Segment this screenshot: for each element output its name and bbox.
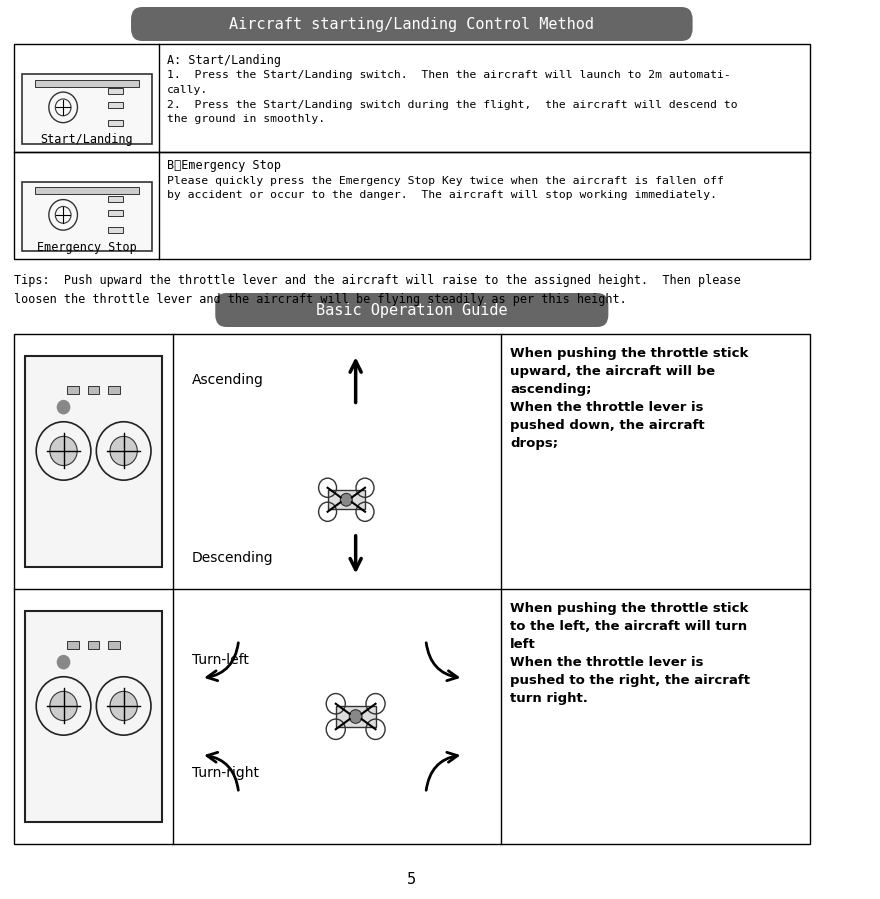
Circle shape bbox=[349, 709, 362, 724]
Circle shape bbox=[110, 691, 137, 721]
Text: 5: 5 bbox=[407, 871, 416, 886]
Bar bbox=[88, 386, 99, 394]
Text: Ascending: Ascending bbox=[192, 373, 264, 387]
Bar bbox=[108, 641, 120, 649]
Bar bbox=[14, 44, 810, 259]
Text: Turn-left: Turn-left bbox=[192, 654, 249, 667]
Bar bbox=[21, 182, 151, 251]
Bar bbox=[68, 386, 78, 394]
FancyBboxPatch shape bbox=[131, 7, 693, 41]
Text: B：Emergency Stop: B：Emergency Stop bbox=[166, 159, 281, 173]
Circle shape bbox=[50, 436, 77, 466]
Bar bbox=[336, 707, 376, 726]
Text: When pushing the throttle stick
upward, the aircraft will be
ascending;
When the: When pushing the throttle stick upward, … bbox=[510, 347, 749, 450]
Text: 1.  Press the Start/Landing switch.  Then the aircraft will launch to 2m automat: 1. Press the Start/Landing switch. Then … bbox=[166, 70, 737, 124]
Text: Descending: Descending bbox=[192, 551, 274, 565]
Bar bbox=[26, 356, 162, 567]
Bar bbox=[107, 120, 122, 126]
Text: Start/Landing: Start/Landing bbox=[40, 133, 133, 147]
Text: Basic Operation Guide: Basic Operation Guide bbox=[316, 302, 508, 317]
Text: When pushing the throttle stick
to the left, the aircraft will turn
left
When th: When pushing the throttle stick to the l… bbox=[510, 601, 750, 705]
Circle shape bbox=[341, 494, 352, 506]
Circle shape bbox=[56, 400, 70, 414]
FancyBboxPatch shape bbox=[216, 293, 608, 327]
Bar bbox=[68, 641, 78, 649]
Circle shape bbox=[110, 436, 137, 466]
Bar bbox=[34, 187, 139, 194]
Text: Aircraft starting/Landing Control Method: Aircraft starting/Landing Control Method bbox=[230, 16, 594, 31]
Bar bbox=[14, 334, 810, 844]
Circle shape bbox=[56, 654, 70, 670]
Bar bbox=[88, 641, 99, 649]
Text: Please quickly press the Emergency Stop Key twice when the aircraft is fallen of: Please quickly press the Emergency Stop … bbox=[166, 175, 723, 200]
Text: Turn-right: Turn-right bbox=[192, 766, 259, 779]
Bar bbox=[107, 88, 122, 94]
Text: Emergency Stop: Emergency Stop bbox=[37, 241, 136, 254]
Circle shape bbox=[50, 691, 77, 721]
Text: A: Start/Landing: A: Start/Landing bbox=[166, 54, 281, 67]
Bar bbox=[107, 227, 122, 233]
Bar bbox=[26, 611, 162, 822]
Bar bbox=[107, 209, 122, 216]
Bar bbox=[107, 196, 122, 202]
Bar bbox=[21, 74, 151, 144]
Text: Tips:  Push upward the throttle lever and the aircraft will raise to the assigne: Tips: Push upward the throttle lever and… bbox=[14, 274, 741, 306]
Bar bbox=[108, 386, 120, 394]
Bar bbox=[107, 102, 122, 108]
Bar bbox=[327, 490, 365, 510]
Bar bbox=[34, 79, 139, 86]
